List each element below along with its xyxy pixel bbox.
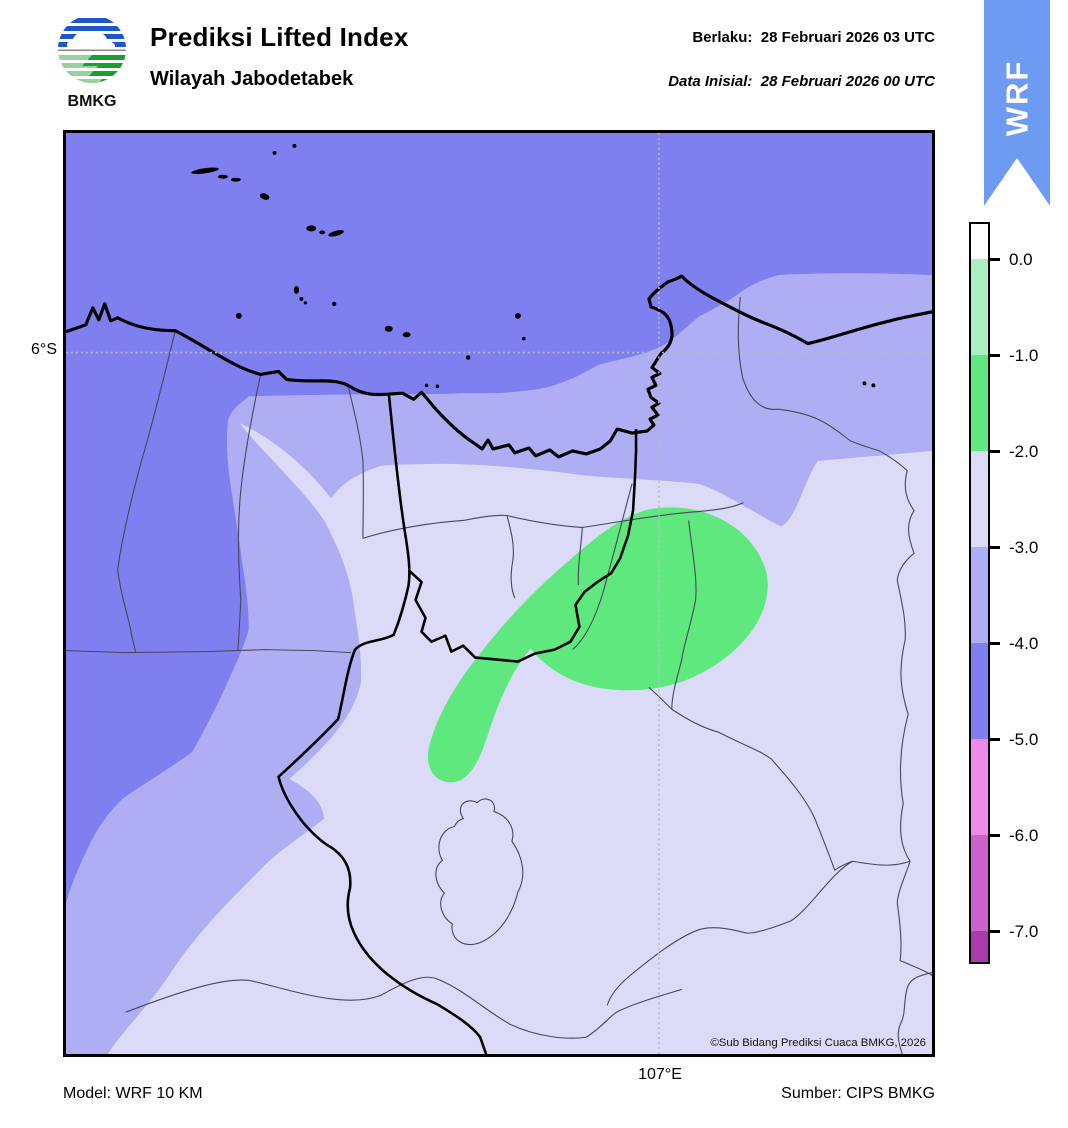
colorbar-segment	[971, 259, 988, 355]
colorbar-tick	[990, 834, 1000, 837]
colorbar-segments	[969, 222, 990, 964]
contour-band-m1-m2	[427, 507, 768, 783]
forecast-times: Berlaku: 28 Februari 2026 03 UTC Data In…	[668, 30, 935, 89]
init-time-value: 28 Februari 2026 00 UTC	[760, 73, 935, 90]
bmkg-logo-text: BMKG	[68, 93, 117, 110]
colorbar-segment	[971, 224, 988, 259]
page-subtitle: Wilayah Jabodetabek	[150, 68, 354, 90]
model-label: Model: WRF 10 KM	[63, 1085, 203, 1102]
colorbar-segment	[971, 547, 988, 643]
init-time-label: Data Inisial:	[668, 73, 753, 90]
colorbar-tick	[990, 354, 1000, 357]
colorbar-segment	[971, 355, 988, 451]
colorbar-segment	[971, 835, 988, 931]
colorbar-tick	[990, 450, 1000, 453]
colorbar-tick-label: -3.0	[1009, 538, 1039, 557]
islands	[191, 143, 876, 389]
contour-band-m4-m5	[66, 133, 932, 903]
admin-boundaries	[66, 296, 932, 1054]
colorbar-tick-label: -7.0	[1009, 922, 1039, 941]
bmkg-logo-globe	[58, 15, 126, 83]
lon-tick-label: 107°E	[638, 1066, 682, 1083]
wrf-ribbon-shape	[984, 0, 1050, 206]
colorbar-tick	[990, 258, 1000, 261]
map-frame: ©Sub Bidang Prediksi Cuaca BMKG, 2026	[63, 130, 935, 1057]
province-boundaries	[277, 393, 638, 1054]
colorbar-tick-label: -2.0	[1009, 442, 1039, 461]
init-time-line: Data Inisial: 28 Februari 2026 00 UTC	[668, 74, 935, 89]
valid-time-line: Berlaku: 28 Februari 2026 03 UTC	[668, 30, 935, 45]
wrf-ribbon-label: WRF	[1000, 60, 1035, 137]
bmkg-logo: BMKG	[58, 15, 126, 110]
colorbar-tick-label: -4.0	[1009, 634, 1039, 653]
wrf-ribbon: WRF	[984, 0, 1050, 206]
coastline	[66, 143, 932, 459]
colorbar-tick-label: -5.0	[1009, 730, 1039, 749]
page-title: Prediksi Lifted Index	[150, 22, 409, 52]
lifted-index-map: ©Sub Bidang Prediksi Cuaca BMKG, 2026	[66, 133, 932, 1054]
graticule	[66, 133, 932, 1054]
map-copyright: ©Sub Bidang Prediksi Cuaca BMKG, 2026	[710, 1037, 926, 1049]
colorbar-tick-label: -1.0	[1009, 346, 1039, 365]
colorbar-tick-label: -6.0	[1009, 826, 1039, 845]
colorbar: 0.0 -1.0 -2.0 -3.0 -4.0 -5.0 -6.0 -7.0	[969, 222, 1068, 966]
lat-tick-label: 6°S	[31, 341, 57, 358]
colorbar-segment	[971, 451, 988, 547]
colorbar-segment	[971, 739, 988, 835]
source-label: Sumber: CIPS BMKG	[781, 1085, 935, 1102]
colorbar-tick	[990, 930, 1000, 933]
colorbar-segment	[971, 931, 988, 962]
colorbar-tick	[990, 738, 1000, 741]
colorbar-tick-label: 0.0	[1009, 250, 1033, 269]
valid-time-label: Berlaku:	[692, 29, 753, 46]
valid-time-value: 28 Februari 2026 03 UTC	[760, 29, 935, 46]
colorbar-segment	[971, 643, 988, 739]
colorbar-tick	[990, 642, 1000, 645]
colorbar-tick	[990, 546, 1000, 549]
